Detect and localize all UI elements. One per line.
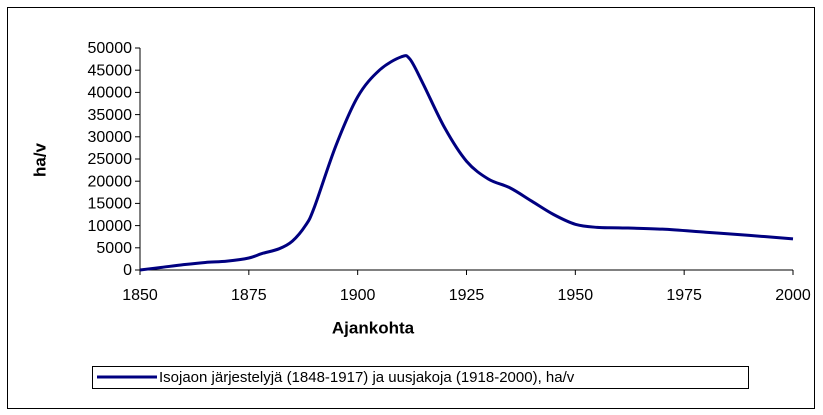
legend-label: Isojaon järjestelyjä (1848-1917) ja uusj… <box>159 369 575 386</box>
chart-border <box>7 7 815 409</box>
y-tick-label: 15000 <box>88 196 133 213</box>
y-tick-label: 20000 <box>88 173 133 190</box>
x-tick-label: 1950 <box>558 287 594 304</box>
y-axis-title: ha/v <box>30 142 49 177</box>
x-tick-label: 2000 <box>775 287 811 304</box>
x-tick-label: 1850 <box>122 287 158 304</box>
legend-box <box>92 366 749 389</box>
y-tick-label: 10000 <box>88 218 133 235</box>
y-tick-label: 35000 <box>88 107 133 124</box>
y-tick-label: 50000 <box>88 40 133 57</box>
x-tick-label: 1900 <box>340 287 376 304</box>
y-tick-label: 30000 <box>88 129 133 146</box>
x-tick-label: 1925 <box>449 287 485 304</box>
y-tick-label: 5000 <box>96 240 132 257</box>
y-tick-label: 25000 <box>88 151 133 168</box>
y-tick-label: 40000 <box>88 85 133 102</box>
series-line <box>139 54 794 272</box>
x-tick-label: 1975 <box>666 287 702 304</box>
x-tick-label: 1875 <box>231 287 267 304</box>
y-tick-label: 0 <box>123 262 132 279</box>
y-tick-label: 45000 <box>88 62 133 79</box>
x-axis-title: Ajankohta <box>332 318 415 337</box>
